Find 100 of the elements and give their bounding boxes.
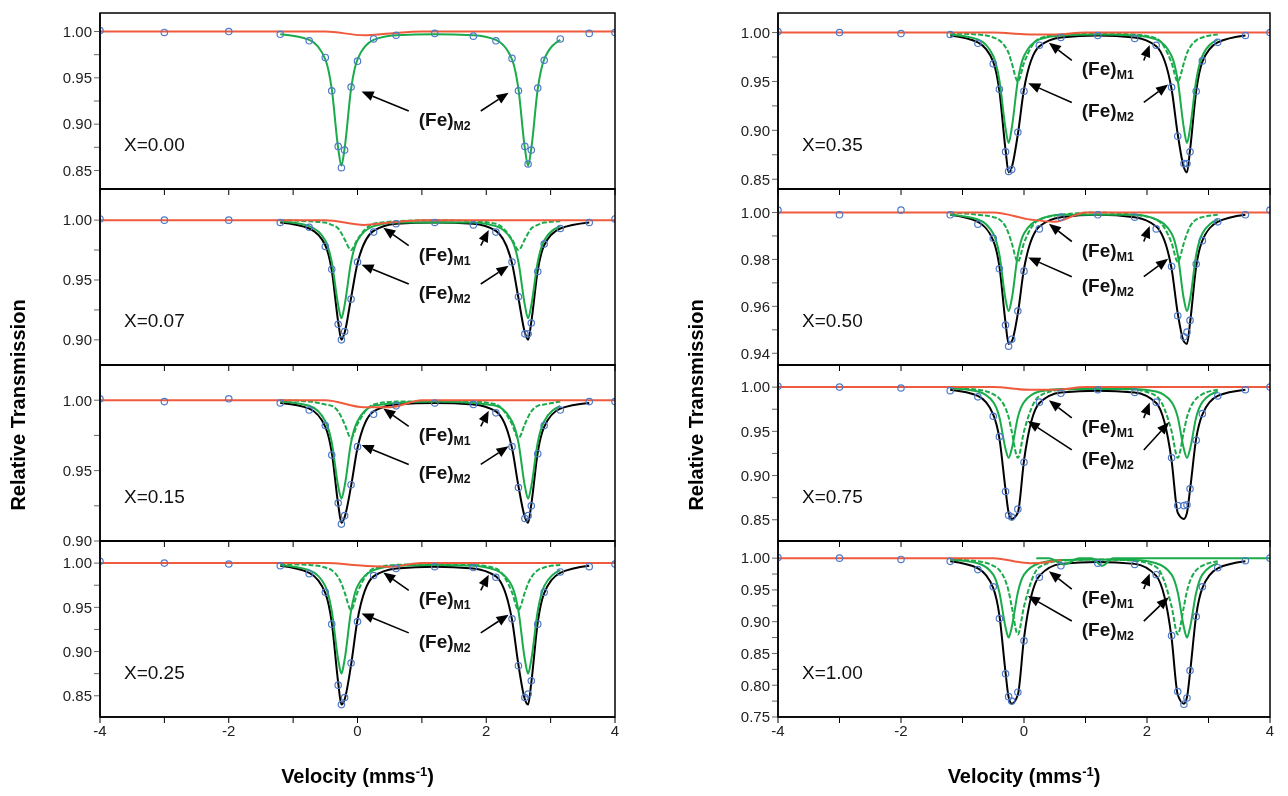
annotation: (Fe)$_{M1}$ xyxy=(418,243,471,268)
annotation: (Fe)$_{M2}$ xyxy=(418,108,471,133)
point xyxy=(1001,669,1010,678)
point xyxy=(1183,694,1191,702)
x-tick-label: 4 xyxy=(1265,721,1275,739)
point xyxy=(1004,692,1013,701)
y-tick-label: 0.94 xyxy=(740,344,770,362)
point xyxy=(1192,87,1200,96)
point xyxy=(353,442,362,451)
point xyxy=(469,400,478,409)
annotation: (Fe)$_{M2}$ xyxy=(418,461,471,487)
y-tick-label: 1.00 xyxy=(62,22,92,40)
point xyxy=(835,383,844,391)
point xyxy=(1020,636,1028,645)
point xyxy=(276,399,285,407)
point xyxy=(946,386,954,395)
annotation: (Fe)$_{M1}$ xyxy=(1081,239,1134,264)
point xyxy=(1173,311,1182,320)
point xyxy=(1183,328,1191,336)
point xyxy=(340,693,349,702)
point xyxy=(1192,436,1200,444)
y-tick-label: 0.85 xyxy=(740,644,770,662)
point xyxy=(995,85,1004,94)
point xyxy=(430,399,439,407)
point xyxy=(1180,159,1188,168)
y-tick-label: 0.95 xyxy=(740,422,770,440)
y-tick-label: 0.90 xyxy=(740,466,770,484)
point xyxy=(1014,128,1022,137)
annotation: X=0.75 xyxy=(802,486,863,507)
point xyxy=(585,218,594,227)
point xyxy=(995,264,1004,273)
point xyxy=(1057,561,1065,570)
point xyxy=(524,511,532,520)
point xyxy=(276,218,285,227)
point xyxy=(508,258,516,266)
y-tick-label: 1.00 xyxy=(62,211,92,229)
point xyxy=(556,224,565,233)
point xyxy=(897,206,905,214)
point xyxy=(224,27,233,36)
point xyxy=(989,60,998,68)
point xyxy=(1198,409,1207,418)
y-tick-label: 0.80 xyxy=(740,676,770,694)
point xyxy=(337,163,346,172)
x-tick-label: -4 xyxy=(771,721,785,739)
annotation: (Fe)$_{M2}$ xyxy=(1081,618,1134,644)
point xyxy=(1241,556,1250,565)
point xyxy=(1152,398,1161,406)
point xyxy=(524,690,532,698)
point xyxy=(1198,582,1207,591)
annotation: (Fe)$_{M2}$ xyxy=(418,281,471,307)
point xyxy=(160,216,169,224)
y-tick-label: 0.90 xyxy=(62,642,92,660)
point xyxy=(1152,570,1161,579)
point xyxy=(1007,513,1016,521)
point xyxy=(1152,41,1161,50)
point xyxy=(369,35,378,43)
point xyxy=(492,228,500,236)
point xyxy=(1241,31,1250,40)
point xyxy=(946,30,954,39)
point xyxy=(392,219,400,228)
point xyxy=(1094,385,1102,394)
point xyxy=(1014,688,1022,697)
y-tick-label: 1.00 xyxy=(62,554,92,572)
point xyxy=(160,559,169,567)
point xyxy=(1007,165,1016,174)
point xyxy=(1213,392,1222,400)
y-tick-label: 0.95 xyxy=(62,69,92,87)
point xyxy=(1152,225,1161,233)
point xyxy=(1004,511,1013,520)
point xyxy=(508,615,516,623)
point xyxy=(353,57,362,65)
y-tick-label: 1.00 xyxy=(740,23,770,41)
annotation: (Fe)$_{M1}$ xyxy=(418,423,471,449)
point xyxy=(392,564,400,573)
point xyxy=(946,211,954,219)
point xyxy=(160,28,169,37)
annotation: X=0.35 xyxy=(802,134,863,155)
annotation: (Fe)$_{M2}$ xyxy=(1081,99,1134,125)
point xyxy=(524,160,532,168)
point xyxy=(321,421,330,430)
point xyxy=(1198,57,1207,65)
point xyxy=(321,242,330,251)
point xyxy=(369,571,378,580)
point xyxy=(521,330,529,338)
annotation: X=1.00 xyxy=(802,662,863,683)
point xyxy=(989,412,998,421)
point xyxy=(1167,631,1176,640)
y-axis-title: Relative Transmission xyxy=(7,299,29,511)
x-tick-label: -2 xyxy=(222,721,236,739)
point xyxy=(1186,316,1194,325)
point xyxy=(1186,666,1194,675)
annotation: (Fe)$_{M2}$ xyxy=(1081,274,1134,299)
point xyxy=(974,393,982,401)
y-tick-label: 0.85 xyxy=(62,687,92,705)
point xyxy=(369,410,378,419)
point xyxy=(995,432,1004,441)
point xyxy=(1213,563,1222,572)
point xyxy=(1180,501,1188,510)
point xyxy=(508,54,516,63)
point xyxy=(540,588,548,597)
